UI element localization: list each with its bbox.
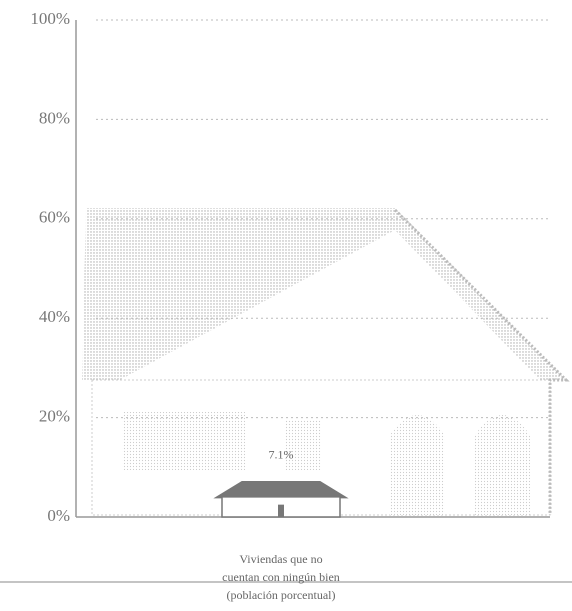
y-tick-label: 100% <box>30 9 70 28</box>
bar-roof <box>216 481 346 498</box>
value-label: 7.1% <box>269 447 294 461</box>
bar-door <box>278 504 284 517</box>
y-tick-label: 80% <box>39 108 70 127</box>
background-house <box>82 208 570 516</box>
y-tick-label: 20% <box>39 407 70 426</box>
y-tick-label: 0% <box>47 506 70 525</box>
y-tick-label: 40% <box>39 307 70 326</box>
x-tick-label: Viviendas que no cuentan con ningún bien(… <box>222 552 340 602</box>
y-tick-label: 60% <box>39 208 70 227</box>
